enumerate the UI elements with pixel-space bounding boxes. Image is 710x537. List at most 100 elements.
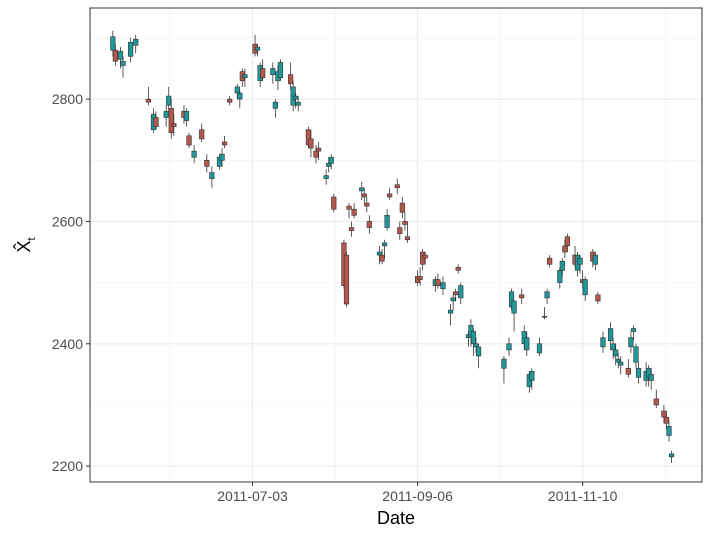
candle-body (133, 38, 139, 46)
candle-body (199, 129, 205, 140)
candle-body (366, 221, 372, 228)
candle-body (110, 36, 116, 51)
candle-body (221, 141, 228, 146)
candle-body (295, 101, 301, 106)
candle-body (653, 398, 659, 406)
candle-body (361, 193, 367, 198)
y-tick-label: 2600 (52, 213, 83, 229)
candle-body (379, 254, 385, 262)
candle-body (635, 367, 642, 378)
candle-body (323, 175, 329, 179)
candle-body (117, 51, 124, 60)
candle-body (440, 282, 446, 290)
candle-body (313, 150, 319, 158)
candle-body (191, 150, 197, 158)
candle-body (524, 337, 530, 351)
candle-body (402, 221, 408, 225)
candles (110, 30, 675, 464)
candle-body (376, 251, 383, 256)
candle-body (387, 193, 393, 198)
x-tick-label: 2011-09-06 (382, 488, 453, 504)
candle-body (475, 346, 482, 357)
candle-body (501, 358, 507, 369)
candle-body (351, 208, 357, 216)
candle-body (293, 95, 299, 100)
candle-body (168, 108, 174, 134)
candle-body (435, 279, 441, 286)
candle-body (668, 453, 675, 458)
candle-body (529, 370, 535, 381)
y-tick-label: 2800 (52, 91, 83, 107)
candle-body (145, 98, 152, 103)
candle-body (648, 374, 654, 381)
candle-body (595, 294, 601, 302)
candle-body (666, 426, 672, 436)
candle-body (272, 101, 278, 109)
candle-body (120, 60, 126, 66)
candle-body (592, 254, 598, 265)
candle-body (473, 343, 479, 348)
candle-body (234, 86, 240, 94)
candle-body (613, 349, 619, 357)
axes: 2200 2400 2600 2800 2011-07-03 2011-09-06 2011… (52, 91, 618, 504)
candle-body (450, 297, 456, 302)
candle-body (547, 257, 553, 265)
candle-body (453, 291, 459, 296)
candle-body (242, 74, 248, 79)
candle-body (417, 276, 423, 280)
candle-body (519, 294, 525, 299)
candle-body (364, 202, 370, 207)
candle-body (600, 337, 606, 348)
candle-body (422, 254, 428, 259)
candle-body (541, 315, 548, 318)
candle-body (227, 98, 233, 103)
candle-body (470, 331, 477, 345)
candle-body (359, 187, 365, 192)
candle-body (458, 285, 464, 299)
candle-body (582, 279, 588, 296)
candle-body (628, 337, 634, 348)
y-tick-label: 2200 (52, 458, 83, 474)
y-axis-title: X̂t (13, 237, 38, 252)
candle-body (348, 227, 355, 231)
candle-body (384, 215, 390, 228)
x-tick-label: 2011-07-03 (217, 488, 288, 504)
x-axis-title: Date (377, 508, 415, 528)
candle-body (397, 227, 403, 234)
candle-body (511, 300, 517, 314)
x-tick-label: 2011-11-10 (548, 488, 618, 504)
candle-body (633, 346, 639, 363)
candle-body (346, 205, 352, 210)
candle-body (399, 202, 405, 213)
candle-body (343, 254, 350, 305)
candle-body (326, 163, 332, 167)
candle-body (171, 123, 177, 127)
candle-body (112, 49, 118, 62)
candle-body (237, 92, 243, 100)
candle-body (183, 111, 190, 121)
candle-body (615, 358, 621, 363)
candle-body (404, 236, 411, 241)
candle-body (630, 328, 637, 332)
candle-body (618, 361, 624, 366)
candle-body (564, 236, 571, 247)
candle-body (562, 245, 568, 253)
candle-body (308, 138, 314, 149)
candle-body (661, 410, 667, 418)
candle-body (315, 147, 322, 152)
candle-body (331, 196, 337, 210)
candle-body (219, 153, 225, 161)
candle-body (610, 343, 616, 351)
candle-body (186, 135, 192, 146)
candle-body (381, 242, 388, 247)
candle-body (455, 267, 461, 271)
candle-body (447, 309, 454, 314)
candle-body (288, 74, 294, 85)
candle-body (577, 257, 583, 265)
candle-body (536, 343, 543, 354)
candle-body (260, 68, 266, 79)
candle-body (277, 62, 284, 79)
candle-body (663, 416, 670, 424)
plot-border (89, 7, 703, 483)
